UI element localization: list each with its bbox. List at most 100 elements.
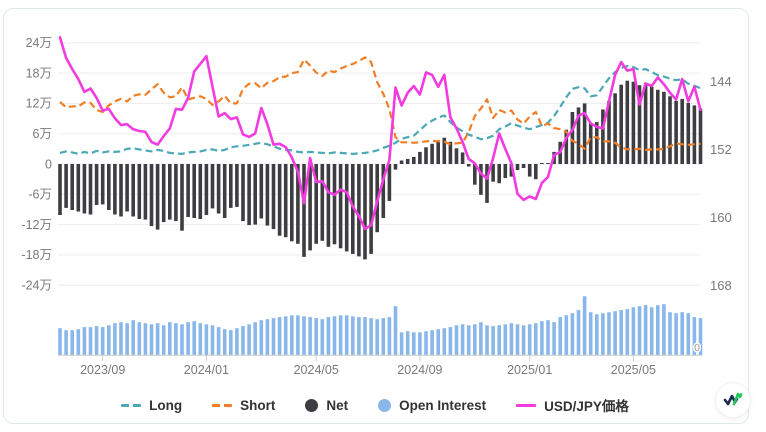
net-bar <box>570 112 575 164</box>
net-bar <box>601 109 605 164</box>
net-bar <box>405 158 410 164</box>
net-bar <box>296 164 300 244</box>
net-bar <box>686 102 691 164</box>
net-bar <box>192 164 196 218</box>
oi-bar <box>253 322 257 356</box>
x-axis-labels: 2023/09 2024/01 2024/05 2024/09 2025/01 2025/… <box>80 355 656 377</box>
oi-bar <box>204 324 209 356</box>
oi-bar <box>76 329 81 356</box>
oi-bar <box>595 314 599 356</box>
oi-bar <box>308 317 312 356</box>
net-bar <box>436 140 440 164</box>
oi-bar <box>198 323 203 356</box>
legend-item-net[interactable]: Net <box>305 398 348 413</box>
oi-bar <box>601 313 605 356</box>
net-bar <box>58 164 62 215</box>
legend-label: Long <box>149 397 183 413</box>
oi-bar <box>509 323 514 356</box>
oi-bar <box>546 320 550 356</box>
net-bar <box>369 164 373 254</box>
oi-bar <box>290 315 294 356</box>
legend-label: USD/JPY価格 <box>544 399 629 414</box>
right-axis-label: 152 <box>710 142 732 157</box>
net-bar <box>613 93 617 164</box>
net-bar <box>643 83 648 164</box>
legend-item-open-interest[interactable]: Open Interest <box>378 398 486 413</box>
left-axis-label: 6万 <box>33 127 52 141</box>
net-bar <box>649 86 654 164</box>
oi-bar <box>259 320 264 356</box>
oi-bar <box>570 313 575 356</box>
oi-bar <box>143 323 148 356</box>
net-bar <box>466 164 471 167</box>
net-bar <box>222 164 227 218</box>
oi-bar <box>448 327 453 356</box>
short-line <box>59 56 701 151</box>
net-bar <box>119 164 123 217</box>
oi-bar <box>94 326 99 356</box>
legend-item-usd-jpy[interactable]: USD/JPY価格 <box>516 395 629 415</box>
net-bar <box>534 164 538 180</box>
legend-marker-dash-icon <box>212 403 233 407</box>
net-bar <box>680 98 684 164</box>
oi-bar <box>515 324 520 356</box>
net-bar <box>692 105 697 164</box>
oi-bar <box>137 322 142 356</box>
open-interest-bars <box>58 296 703 356</box>
oi-bar <box>363 317 367 356</box>
oi-bar <box>381 318 386 356</box>
oi-bar <box>418 332 422 356</box>
net-bar <box>485 164 489 203</box>
right-axis-label: 160 <box>710 210 732 225</box>
legend-item-long[interactable]: Long <box>121 398 182 413</box>
net-bar <box>527 164 532 177</box>
long-line <box>59 64 701 155</box>
oi-bar <box>613 311 617 356</box>
x-axis-label: 2025/05 <box>611 363 656 377</box>
net-bar <box>454 148 459 164</box>
net-bar <box>76 164 81 212</box>
brand-logo[interactable] <box>716 383 750 417</box>
net-bar <box>381 164 386 218</box>
net-bar <box>430 143 434 164</box>
net-bar <box>448 141 453 164</box>
left-axis-label: 12万 <box>26 97 52 111</box>
oi-bar <box>70 330 74 356</box>
net-bar <box>265 164 270 226</box>
oi-bar <box>503 324 508 356</box>
net-bar <box>204 164 209 215</box>
oi-bar <box>619 310 623 356</box>
left-axis-labels: 24万 18万 12万 6万 0 -6万 -12万 -18万 -24万 <box>21 36 52 292</box>
left-axis-label: 24万 <box>26 36 52 50</box>
net-bar <box>509 164 514 177</box>
net-bar <box>235 164 239 207</box>
net-bar <box>326 164 331 247</box>
oi-bar <box>168 322 172 356</box>
net-bar <box>607 100 611 164</box>
net-bar <box>149 164 154 227</box>
oi-bar <box>564 315 569 356</box>
oi-bar <box>338 315 343 356</box>
oi-bar <box>357 317 361 356</box>
oi-bar <box>497 325 501 356</box>
usdjpy-line <box>58 36 702 231</box>
oi-bar <box>405 331 410 356</box>
net-bar <box>393 164 398 170</box>
net-bar <box>582 103 587 164</box>
oi-bar <box>100 327 105 356</box>
oi-bar <box>131 320 135 356</box>
oi-bar <box>631 307 636 356</box>
oi-bar <box>149 324 154 356</box>
net-bar <box>94 164 99 205</box>
oi-bar <box>680 312 684 356</box>
legend-item-short[interactable]: Short <box>212 398 275 413</box>
net-bar <box>625 80 630 164</box>
net-bar <box>155 164 160 230</box>
net-bar <box>241 164 245 222</box>
net-bar <box>186 164 190 217</box>
net-bar <box>88 164 93 215</box>
oi-bar <box>399 332 404 356</box>
x-axis-label: 2025/01 <box>507 363 552 377</box>
x-axis-label: 2024/09 <box>397 363 442 377</box>
